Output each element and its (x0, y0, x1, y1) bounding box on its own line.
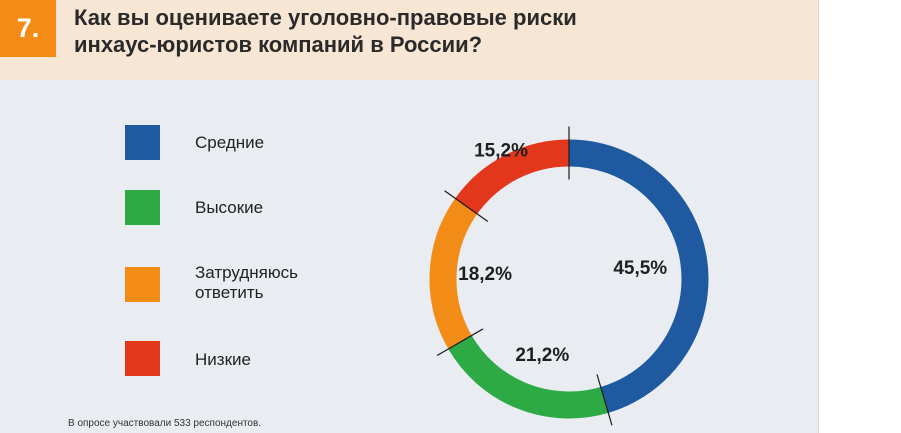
donut-label-low: 15,2% (474, 141, 528, 162)
donut-segment-medium (568, 139, 709, 413)
legend-label-medium: Средние (195, 133, 264, 153)
legend-label-undecided-line-1: Затрудняюсь (195, 263, 298, 282)
donut-label-high: 21,2% (515, 345, 569, 366)
segment-divider-2 (596, 374, 613, 426)
legend-label-medium-line-1: Средние (195, 133, 265, 152)
donut-label-undecided: 18,2% (458, 264, 512, 285)
legend-swatch-high (125, 190, 160, 225)
legend-label-low-line-1: Низкие (195, 350, 251, 369)
legend-swatch-undecided (125, 267, 160, 302)
chart-title-line-1: Как вы оцениваете уголовно-правовые риск… (74, 5, 577, 30)
chart-card: 7. Как вы оцениваете уголовно-правовые р… (0, 0, 819, 433)
question-number-badge: 7. (0, 0, 56, 57)
segment-divider-3 (436, 328, 484, 357)
legend-label-undecided: Затрудняюсь ответить (195, 263, 298, 303)
donut-segment-low (455, 139, 570, 215)
legend-label-low: Низкие (195, 350, 251, 370)
chart-title-line-2: инхаус-юристов компаний в России? (74, 32, 483, 57)
header: 7. Как вы оцениваете уголовно-правовые р… (0, 0, 818, 80)
legend-label-high-line-1: Высокие (195, 198, 264, 217)
legend-swatch-medium (125, 125, 160, 160)
legend-swatch-low (125, 341, 160, 376)
donut-chart: 45,5% 21,2% 18,2% 15,2% (429, 126, 709, 426)
segment-divider-4 (444, 190, 489, 222)
donut-label-medium: 45,5% (613, 258, 667, 279)
donut-segment-undecided (429, 198, 478, 349)
legend-label-undecided-line-2: ответить (195, 283, 264, 302)
chart-title: Как вы оцениваете уголовно-правовые риск… (74, 4, 577, 58)
footnote: В опросе участвовали 533 респондентов. (68, 418, 262, 429)
donut-segment-high (448, 335, 609, 419)
legend-label-high: Высокие (195, 198, 263, 218)
